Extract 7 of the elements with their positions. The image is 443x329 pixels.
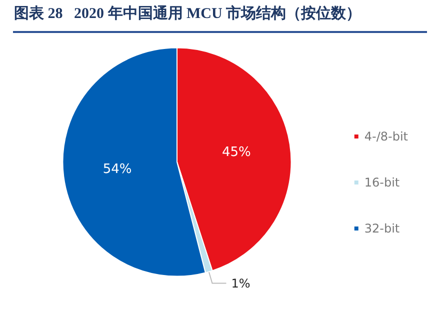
chart-title: 图表 28 2020 年中国通用 MCU 市场结构（按位数）: [14, 4, 362, 23]
legend-label: 16-bit: [364, 176, 400, 190]
legend-label: 4-/8-bit: [364, 130, 408, 144]
data-label: 54%: [102, 162, 132, 178]
data-label: 45%: [222, 145, 251, 160]
data-label: 1%: [231, 276, 250, 290]
legend-label: 32-bit: [364, 222, 400, 236]
